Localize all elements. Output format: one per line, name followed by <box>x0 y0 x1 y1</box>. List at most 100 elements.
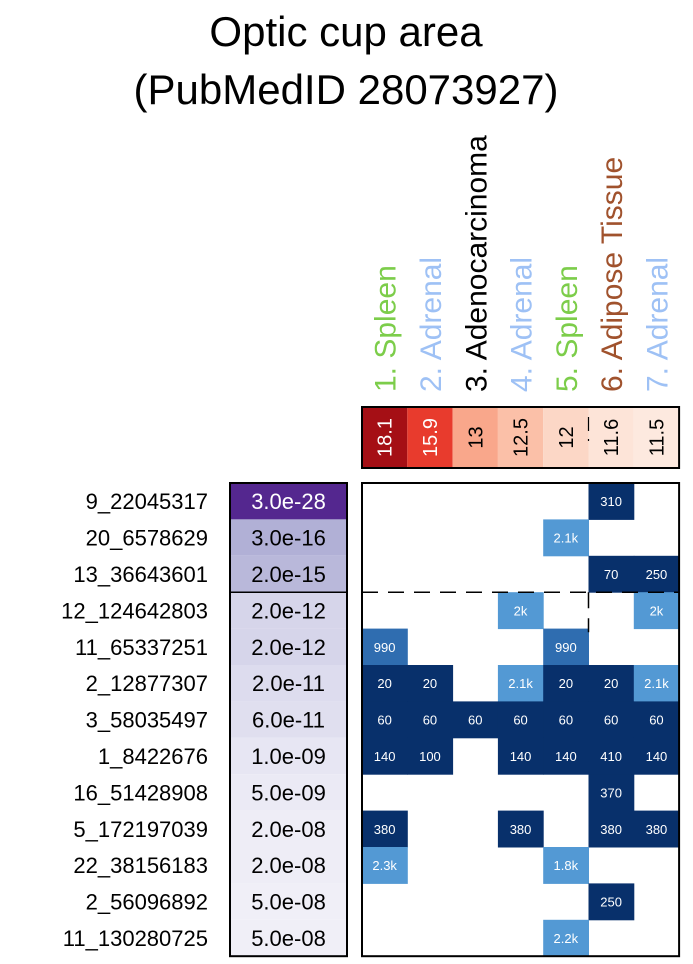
pvalue-cell <box>230 919 347 957</box>
pvalue-text: 5.0e-09 <box>251 780 326 805</box>
heatmap-cell <box>543 665 589 702</box>
heatmap-cell-value: 2.3k <box>372 858 397 873</box>
heatmap-cell-value: 70 <box>604 567 618 582</box>
pvalue-cell <box>230 810 347 847</box>
heatmap-cell <box>407 665 454 702</box>
pvalue-text: 2.0e-08 <box>251 817 326 842</box>
heatmap-cell-value: 60 <box>377 713 391 728</box>
snp-label: 2_56096892 <box>86 890 208 915</box>
heatmap-cell-value: 380 <box>646 822 668 837</box>
heatmap-cell <box>543 519 589 557</box>
heatmap-cell-value: 20 <box>604 676 618 691</box>
heatmap-cell-value: 990 <box>374 640 396 655</box>
chart-title-line2: (PubMedID 28073927) <box>134 66 559 113</box>
pvalue-text: 6.0e-11 <box>252 708 325 733</box>
heatmap-cell <box>407 737 454 775</box>
heatmap-cell-value: 60 <box>513 713 527 728</box>
score-value-7: 11.5 <box>646 419 668 456</box>
pvalue-text: 3.0e-28 <box>251 489 326 514</box>
heatmap-cell-value: 60 <box>559 713 573 728</box>
heatmap-cell <box>362 810 408 848</box>
heatmap-cell <box>588 737 635 775</box>
pvalue-text: 2.0e-12 <box>251 635 326 660</box>
cluster-label-1: 1. Spleen <box>370 265 403 392</box>
heatmap-cell-value: 20 <box>377 676 391 691</box>
pvalue-cell <box>230 847 347 884</box>
snp-label: 2_12877307 <box>86 671 208 696</box>
pvalue-cell <box>230 592 347 629</box>
heatmap-cell <box>633 555 680 593</box>
score-value-1: 18.1 <box>375 418 397 457</box>
heatmap-cell <box>497 737 544 775</box>
heatmap-cell-value: 2.1k <box>508 676 533 691</box>
heatmap-cell-value: 140 <box>374 749 396 764</box>
heatmap-cell-value: 250 <box>646 567 668 582</box>
cluster-score-row: 18.1 15.9 13 12.5 12 11.6 11.5 <box>361 406 681 469</box>
score-value-4: 12.5 <box>511 418 533 457</box>
heatmap-cell <box>588 810 635 848</box>
cluster-label-7: 7. Adrenal <box>641 257 674 392</box>
snp-label: 16_51428908 <box>73 780 208 805</box>
heatmap-cell <box>362 665 408 702</box>
heatmap-cell <box>362 737 408 775</box>
cluster-label-4: 4. Adrenal <box>506 257 539 392</box>
pvalue-text: 2.0e-11 <box>252 671 325 696</box>
pvalue-cell <box>230 774 347 811</box>
heatmap-cell-value: 2k <box>650 603 664 618</box>
score-value-5: 12 <box>556 426 578 448</box>
heatmap-cell-value: 380 <box>374 822 396 837</box>
heatmap-cell-value: 2.2k <box>554 931 579 946</box>
score-cell-4 <box>497 407 544 468</box>
heatmap-cell <box>543 919 589 957</box>
heatmap-cell <box>588 665 635 702</box>
heatmap-border <box>361 482 681 958</box>
heatmap-cell-value: 2.1k <box>644 676 669 691</box>
pvalue-text: 5.0e-08 <box>251 926 326 951</box>
pvalue-text: 2.0e-12 <box>251 598 326 623</box>
heatmap-cell-value: 20 <box>423 676 437 691</box>
heatmap-cell-value: 20 <box>559 676 573 691</box>
heatmap-cell-value: 2.1k <box>554 531 579 546</box>
heatmap-cell <box>633 701 680 739</box>
heatmap-cell-value: 140 <box>646 749 668 764</box>
heatmap-cell-value: 990 <box>555 640 577 655</box>
snp-label: 1_8422676 <box>98 744 208 769</box>
score-value-2: 15.9 <box>420 418 442 457</box>
pvalue-cell <box>230 483 347 520</box>
snp-label: 9_22045317 <box>86 489 208 514</box>
cluster-label-6: 6. Adipose Tissue <box>596 157 629 392</box>
heatmap-cell <box>543 737 589 775</box>
pvalue-column: 3.0e-28 3.0e-16 2.0e-15 2.0e-12 2.0e-12 2.0e-… <box>229 482 348 958</box>
pvalue-cell <box>230 665 347 702</box>
pvalue-text: 1.0e-09 <box>251 744 326 769</box>
heatmap-cell <box>588 483 635 520</box>
snp-label: 11_65337251 <box>75 635 208 660</box>
heatmap-cell-value: 2k <box>514 603 528 618</box>
snp-label: 13_36643601 <box>73 562 208 587</box>
heatmap-cell-value: 310 <box>600 494 622 509</box>
heatmap-cell-value: 380 <box>600 822 622 837</box>
heatmap-cell-value: 60 <box>423 713 437 728</box>
cluster-label-5: 5. Spleen <box>551 265 584 392</box>
heatmap-cell <box>588 701 635 739</box>
chart-title-line1: Optic cup area <box>209 8 483 55</box>
snp-label: 20_6578629 <box>86 526 208 551</box>
score-value-6: 11.6 <box>601 419 623 456</box>
snp-labels: 9_22045317 20_6578629 13_36643601 12_124642… <box>61 489 208 951</box>
snp-label: 5_172197039 <box>73 817 208 842</box>
heatmap-cell <box>362 701 408 739</box>
pvalue-text: 2.0e-15 <box>251 562 326 587</box>
cluster-label-3: 3. Adenocarcinoma <box>460 135 493 392</box>
heatmap-cell <box>497 665 544 702</box>
score-value-3: 13 <box>465 426 487 448</box>
score-cell-2 <box>407 407 453 468</box>
pvalue-column-border <box>229 482 348 958</box>
heatmap-cell-value: 60 <box>649 713 663 728</box>
heatmap-cell-value: 140 <box>510 749 532 764</box>
heatmap-cell <box>543 628 589 666</box>
pvalue-cell <box>230 737 347 775</box>
score-row-border <box>361 406 681 469</box>
heatmap-cell <box>497 701 544 739</box>
pvalue-text: 5.0e-08 <box>251 890 326 915</box>
pvalue-cell <box>230 628 347 665</box>
